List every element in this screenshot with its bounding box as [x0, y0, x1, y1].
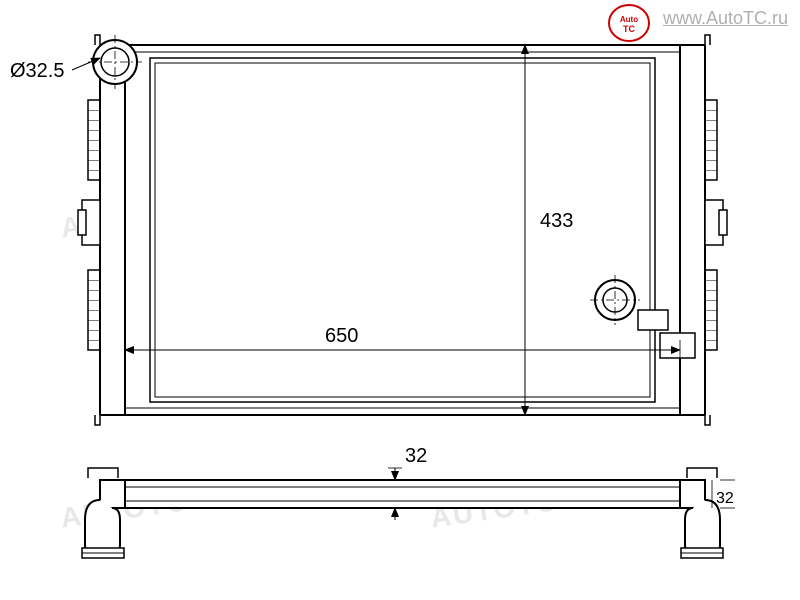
thickness-h-label: 32	[405, 445, 427, 468]
svg-text:Auto: Auto	[620, 15, 638, 24]
height-label: 433	[540, 210, 573, 233]
technical-drawing	[0, 0, 800, 600]
site-url: www.AutoTC.ru	[663, 8, 788, 29]
diameter-label: Ø32.5	[10, 60, 64, 83]
thickness-v-label: 32	[716, 490, 734, 508]
svg-text:TC: TC	[623, 24, 635, 34]
site-logo: AutoTC	[608, 2, 650, 44]
width-label: 650	[325, 325, 358, 348]
